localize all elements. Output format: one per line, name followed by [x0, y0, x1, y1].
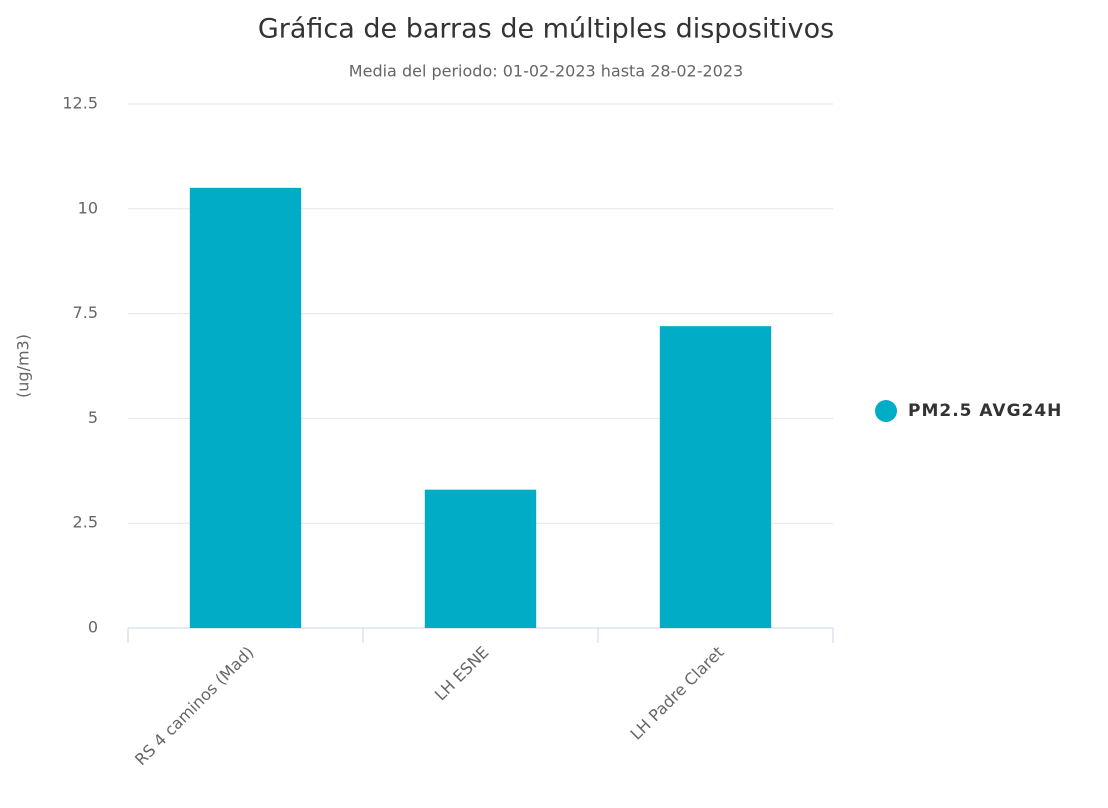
y-tick-label: 7.5 — [73, 303, 98, 322]
y-tick-label: 2.5 — [73, 513, 98, 532]
bar — [659, 326, 772, 628]
y-axis-label: (ug/m3) — [14, 334, 33, 398]
x-tick-label: LH Padre Claret — [627, 643, 728, 744]
chart-subtitle: Media del periodo: 01-02-2023 hasta 28-0… — [349, 62, 743, 81]
bar — [424, 489, 537, 628]
x-tick-label: RS 4 caminos (Mad) — [131, 643, 257, 769]
legend-label: PM2.5 AVG24H — [908, 401, 1062, 421]
legend-marker — [875, 400, 897, 422]
x-tick-label: LH ESNE — [431, 643, 493, 705]
bar — [189, 187, 302, 628]
y-tick-label: 10 — [78, 198, 98, 217]
y-tick-label: 12.5 — [62, 94, 98, 113]
chart-title: Gráfica de barras de múltiples dispositi… — [258, 14, 834, 45]
y-tick-label: 5 — [88, 408, 98, 427]
y-tick-label: 0 — [88, 618, 98, 637]
